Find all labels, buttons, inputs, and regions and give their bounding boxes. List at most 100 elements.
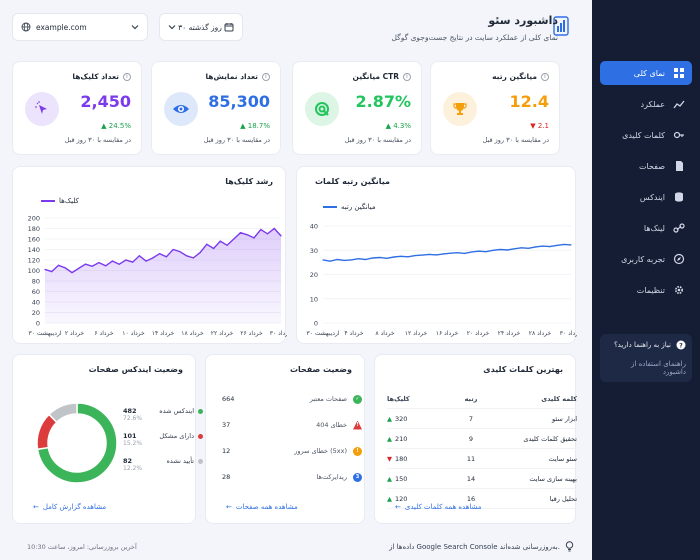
data-point <box>499 248 501 251</box>
data-point <box>464 252 466 255</box>
data-point <box>400 255 402 257</box>
site-select[interactable]: example.com <box>12 13 148 41</box>
kpi-card-1: میانگین CTR i 2.87% ▲ 4.3% در مقایسه با ۳۰ ر… <box>292 61 422 155</box>
page-status-row[interactable]: 664 صفحات معتبر ✓ <box>222 391 362 407</box>
page-status-row[interactable]: 37 خطای 404! <box>222 417 362 433</box>
index-donut-chart <box>36 402 118 484</box>
view-all-pages-link[interactable]: ← مشاهده همه صفحات <box>226 503 298 511</box>
data-point <box>421 254 423 256</box>
info-icon[interactable]: i <box>403 72 411 81</box>
x-tick-label: ۱۶ خرداد <box>436 330 459 337</box>
data-point <box>471 251 473 253</box>
kpi-title: میانگین رتبه i <box>492 72 549 81</box>
clicks-chart-title: رشد کلیک‌ها <box>225 177 273 186</box>
sidebar-item-4[interactable]: ایندکس <box>600 185 692 209</box>
sidebar-item-3[interactable]: صفحات <box>600 154 692 178</box>
keyword-rank: 7 <box>468 414 474 423</box>
y-tick-label: 100 <box>28 267 40 275</box>
page-status-value: 28 <box>222 473 231 481</box>
rank-chart: 0 10 20 30 40 ۳۰ اردیبهشت ۴ خرداد ۸ خرداد ۱۲ خرد… <box>306 223 577 338</box>
data-point <box>199 252 201 254</box>
arrow-left-icon: ← <box>395 503 401 511</box>
keyword-name: ابزار سئو <box>552 414 577 423</box>
x-tick-label: ۱۲ خرداد <box>405 330 428 337</box>
help-link[interactable]: راهنمای استفاده از داشبورد <box>631 360 686 376</box>
status-icon: ✓ <box>353 394 362 404</box>
sidebar-item-1[interactable]: عملکرد <box>600 92 692 116</box>
data-point <box>428 253 430 255</box>
sidebar-item-7[interactable]: تنظیمات <box>600 278 692 302</box>
keyword-clicks: 320 <box>395 414 408 423</box>
x-tick-label: ۱۴ خرداد <box>152 330 175 337</box>
page-status-label: ریدایرکت‌ها <box>316 473 347 481</box>
kpi-value: 85,300 <box>208 92 270 111</box>
arrow-left-icon: ← <box>226 503 232 511</box>
link-icon <box>673 222 685 234</box>
keyword-name: تحقیق کلمات کلیدی <box>523 434 577 443</box>
view-full-report-link[interactable]: ← مشاهده گزارش کامل <box>33 503 107 511</box>
sidebar-item-2[interactable]: کلمات کلیدی <box>600 123 692 147</box>
y-tick-label: 0 <box>314 320 318 328</box>
index-count: 482 <box>123 407 137 415</box>
data-point <box>212 247 215 250</box>
kpi-change: ▲ 24.5% <box>101 122 131 130</box>
data-point <box>91 265 93 267</box>
x-tick-label: ۱۰ خرداد <box>122 330 145 337</box>
keyword-clicks: 210 <box>395 434 408 443</box>
table-row[interactable]: بهینه سازی سایت 14 ▲ 150 <box>387 469 577 489</box>
sidebar-item-label: لینک‌ها <box>643 223 665 233</box>
index-percent: 15.2% <box>123 440 143 447</box>
x-tick-label: ۲۶ خرداد <box>240 330 263 337</box>
info-icon[interactable]: i <box>262 72 270 81</box>
y-tick-label: 0 <box>36 320 40 328</box>
status-icon: ! <box>353 420 362 430</box>
kpi-title: تعداد نمایش‌ها i <box>205 72 270 81</box>
table-row[interactable]: سئو سایت 11 ▼ 180 <box>387 449 577 469</box>
dashboard-logo-icon <box>553 16 569 36</box>
y-tick-label: 10 <box>310 295 318 303</box>
info-icon[interactable]: i <box>123 72 131 81</box>
y-tick-label: 80 <box>32 278 40 286</box>
data-point <box>570 244 572 246</box>
sidebar-item-5[interactable]: لینک‌ها <box>600 216 692 240</box>
page-status-row[interactable]: 28 ریدایرکت‌ها 3 <box>222 469 362 485</box>
data-point <box>105 265 107 267</box>
table-row[interactable]: ابزار سئو 7 ▲ 320 <box>387 409 577 429</box>
keyword-rank: 9 <box>468 434 474 443</box>
data-point <box>336 258 338 261</box>
date-range-select[interactable]: ۳۰ روز گذشته <box>159 13 243 41</box>
sidebar-item-0[interactable]: نمای کلی <box>600 61 692 85</box>
keyword-rank: 16 <box>466 494 476 503</box>
series-area <box>45 228 281 323</box>
kpi-compare-text: در مقایسه با ۳۰ روز قبل <box>482 136 549 144</box>
rank-chart-title: میانگین رتبه کلمات <box>315 177 390 186</box>
date-range-label: ۳۰ روز گذشته <box>178 22 222 32</box>
data-point <box>239 232 242 234</box>
page-status-row[interactable]: 12 خطای سرور (5xx)! <box>222 443 362 459</box>
data-point <box>233 238 235 240</box>
y-tick-label: 30 <box>310 247 318 255</box>
data-point <box>84 263 87 265</box>
data-point <box>132 261 134 263</box>
data-point <box>343 259 345 262</box>
trend-up-icon: ▲ <box>387 494 392 503</box>
kpi-change: ▲ 4.3% <box>385 122 411 130</box>
data-point <box>364 258 367 261</box>
file-icon <box>673 160 685 172</box>
index-category: ایندکس شده <box>159 407 194 415</box>
compass-icon <box>673 253 685 265</box>
info-icon[interactable]: i <box>541 72 549 81</box>
page-status-value: 12 <box>222 447 231 455</box>
help-box[interactable]: نیاز به راهنما دارید؟ ? راهنمای استفاده … <box>600 334 692 382</box>
sidebar-item-6[interactable]: تجربه کاربری <box>600 247 692 271</box>
x-tick-label: ۲۸ خرداد <box>529 330 552 337</box>
table-row[interactable]: تحلیل رقبا 16 ▲ 120 <box>387 489 577 509</box>
data-point <box>442 253 445 255</box>
data-point <box>563 243 565 246</box>
data-point <box>266 233 269 235</box>
help-title: نیاز به راهنما دارید؟ <box>613 341 671 349</box>
trend-down-icon: ▼ <box>530 122 536 130</box>
data-point <box>145 260 147 262</box>
view-all-keywords-link[interactable]: ← مشاهده همه کلمات کلیدی <box>395 503 482 511</box>
table-row[interactable]: تحقیق کلمات کلیدی 9 ▲ 210 <box>387 429 577 449</box>
